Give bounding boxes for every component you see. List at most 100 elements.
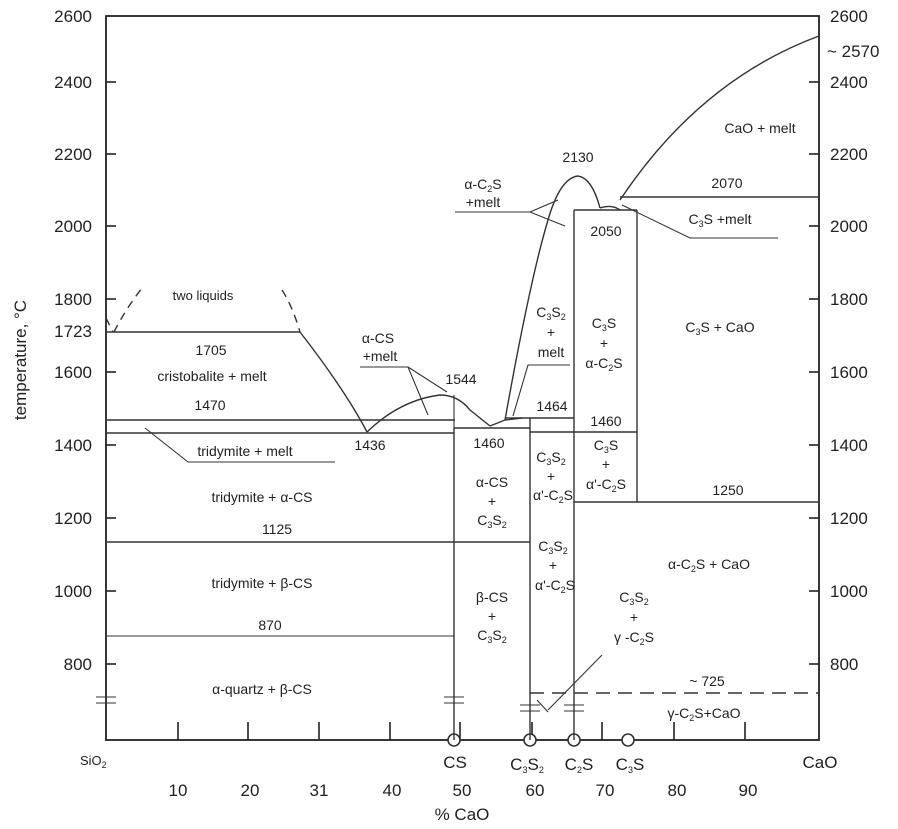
x-tick-label: 31 bbox=[310, 781, 329, 800]
phase-label-plus: + bbox=[600, 335, 608, 351]
phase-label: cristobalite + melt bbox=[157, 368, 266, 384]
x-tick-label: 10 bbox=[169, 781, 188, 800]
phase-field-labels: two liquids cristobalite + melt tridymit… bbox=[157, 120, 795, 723]
y-tick-label-right: 2000 bbox=[830, 217, 868, 236]
y-tick-label-right: 2200 bbox=[830, 145, 868, 164]
phase-label-plus: + bbox=[630, 609, 638, 625]
isotherm-label: 1470 bbox=[194, 397, 225, 413]
phase-label-a-c2s-melt-2: +melt bbox=[466, 194, 501, 210]
x-tick-label: 90 bbox=[739, 781, 758, 800]
isotherm-label: 1460 bbox=[473, 435, 504, 451]
y-tick-label-left: 1400 bbox=[54, 436, 92, 455]
phase-label-c3s-a-c2s: C3S bbox=[592, 315, 616, 333]
y-tick-label-right: 800 bbox=[830, 655, 858, 674]
y-tick-label-left: 2000 bbox=[54, 217, 92, 236]
phase-label-b-cs: β-CS bbox=[476, 589, 508, 605]
phase-label-a-c2s: α-C2S bbox=[585, 355, 622, 373]
x-tick-label: 70 bbox=[596, 781, 615, 800]
phase-label: α-quartz + β-CS bbox=[212, 681, 312, 697]
leader-a-c2s-melt bbox=[455, 211, 566, 227]
axis-break-marks bbox=[96, 696, 584, 712]
isotherm-label: 1125 bbox=[262, 521, 292, 537]
isotherm-label: 1705 bbox=[195, 342, 226, 358]
leader-lines bbox=[144, 199, 778, 713]
isotherm-label: 1250 bbox=[712, 482, 743, 498]
phase-label-c3s-melt: C3S +melt bbox=[689, 211, 752, 229]
two-liquids-dome-left2 bbox=[113, 287, 143, 333]
cs-liquidus bbox=[366, 394, 491, 433]
phase-label-c3s2-melt: C3S2 bbox=[536, 304, 566, 322]
phase-label-plus: + bbox=[547, 324, 555, 340]
c2s-liquidus-left bbox=[504, 175, 579, 421]
isotherm-label: 1544 bbox=[445, 371, 476, 387]
phase-label-melt: melt bbox=[538, 344, 565, 360]
cao-liquidus bbox=[619, 35, 820, 201]
compound-label-sio2: SiO2 bbox=[80, 753, 107, 770]
leader-c3s2-gamma bbox=[547, 654, 603, 711]
phase-label-c3s2-a2: C3S2 bbox=[536, 449, 566, 467]
phase-label-plus: + bbox=[602, 456, 610, 472]
isotherm-label: 2050 bbox=[590, 223, 621, 239]
isotherm-label: 2070 bbox=[711, 175, 742, 191]
y-tick-label-right: 1000 bbox=[830, 582, 868, 601]
y-tick-label-right: 2600 bbox=[830, 7, 868, 26]
compound-marker bbox=[621, 733, 635, 747]
phase-label-c3s-cao: C3S + CaO bbox=[685, 319, 754, 337]
y-tick-label-left: 800 bbox=[64, 655, 92, 674]
y-tick-label-left: 1200 bbox=[54, 509, 92, 528]
x-tick-labels: 10 20 31 40 50 60 70 80 90 bbox=[169, 781, 758, 800]
c3s2-liquidus bbox=[489, 417, 523, 427]
plot-frame bbox=[105, 15, 820, 741]
phase-label-a-cs-melt: α-CS bbox=[362, 330, 394, 346]
phase-label-a-cs-c3s2: α-CS bbox=[476, 474, 508, 490]
phase-label-a-c2s-melt: α-C2S bbox=[464, 176, 501, 194]
phase-label-c3s2-gamma: C3S2 bbox=[619, 589, 649, 607]
phase-boundaries bbox=[105, 35, 820, 740]
y-axis-label: temperature, °C bbox=[11, 300, 30, 420]
phase-label-plus: + bbox=[547, 468, 555, 484]
phase-label-c3s2: C3S2 bbox=[477, 512, 507, 530]
leader-tridymite-melt bbox=[144, 427, 335, 463]
isotherm-label: 1464 bbox=[536, 398, 567, 414]
leader-a-c2s-melt-2 bbox=[529, 199, 559, 213]
phase-label-a-cs-melt-2: +melt bbox=[363, 348, 398, 364]
phase-label: tridymite + melt bbox=[197, 443, 292, 459]
y-tick-label-left: 2200 bbox=[54, 145, 92, 164]
y-tick-label-right: 2400 bbox=[830, 73, 868, 92]
y-tick-label-left: 2600 bbox=[54, 7, 92, 26]
y-tick-label-left: 1000 bbox=[54, 582, 92, 601]
y-tick-label-left: 1600 bbox=[54, 363, 92, 382]
phase-label: tridymite + α-CS bbox=[211, 489, 312, 505]
c2s-liquidus-right bbox=[577, 175, 601, 209]
leader-a-cs-melt bbox=[360, 366, 429, 416]
leader-c3s2-melt bbox=[512, 364, 570, 417]
phase-label-a-c2s-cao: α-C2S + CaO bbox=[668, 556, 750, 574]
x-tick-label: 40 bbox=[383, 781, 402, 800]
phase-label-gamma-c2s: γ -C2S bbox=[614, 629, 654, 647]
two-liquids-dome-right bbox=[281, 289, 301, 333]
y-tick-label-right: 1600 bbox=[830, 363, 868, 382]
phase-label: two liquids bbox=[173, 288, 234, 303]
leader-c3s-melt bbox=[621, 204, 778, 239]
phase-label-plus: + bbox=[488, 608, 496, 624]
compound-label-cs: CS bbox=[443, 753, 467, 772]
phase-label-cao-melt: CaO + melt bbox=[724, 120, 795, 136]
phase-label-a-prime-c2s: α'-C2S bbox=[586, 476, 626, 494]
y-tick-label-left: 2400 bbox=[54, 73, 92, 92]
cristobalite-liquidus bbox=[299, 331, 368, 433]
compound-label-c3s: C3S bbox=[616, 755, 645, 775]
phase-label-c3s2-a3: C3S2 bbox=[538, 538, 568, 556]
isotherm-label: 2130 bbox=[562, 149, 593, 165]
isotherm-label: 870 bbox=[258, 617, 282, 633]
x-tick-label: 80 bbox=[668, 781, 687, 800]
leader-c3s2-gamma-2 bbox=[536, 699, 549, 713]
compound-label-c3s2: C3S2 bbox=[510, 755, 544, 775]
isotherm-label: 1436 bbox=[354, 437, 385, 453]
phase-label-a-prime-c2s: α'-C2S bbox=[533, 487, 573, 505]
phase-label-c3s-ap-c2s: C3S bbox=[594, 437, 618, 455]
compound-label-c2s: C2S bbox=[565, 755, 594, 775]
y-tick-labels: 2600 2400 2200 2000 1800 1723 1600 1400 … bbox=[54, 7, 879, 674]
phase-label-plus: + bbox=[549, 557, 557, 573]
x-axis-label: % CaO bbox=[435, 805, 490, 824]
